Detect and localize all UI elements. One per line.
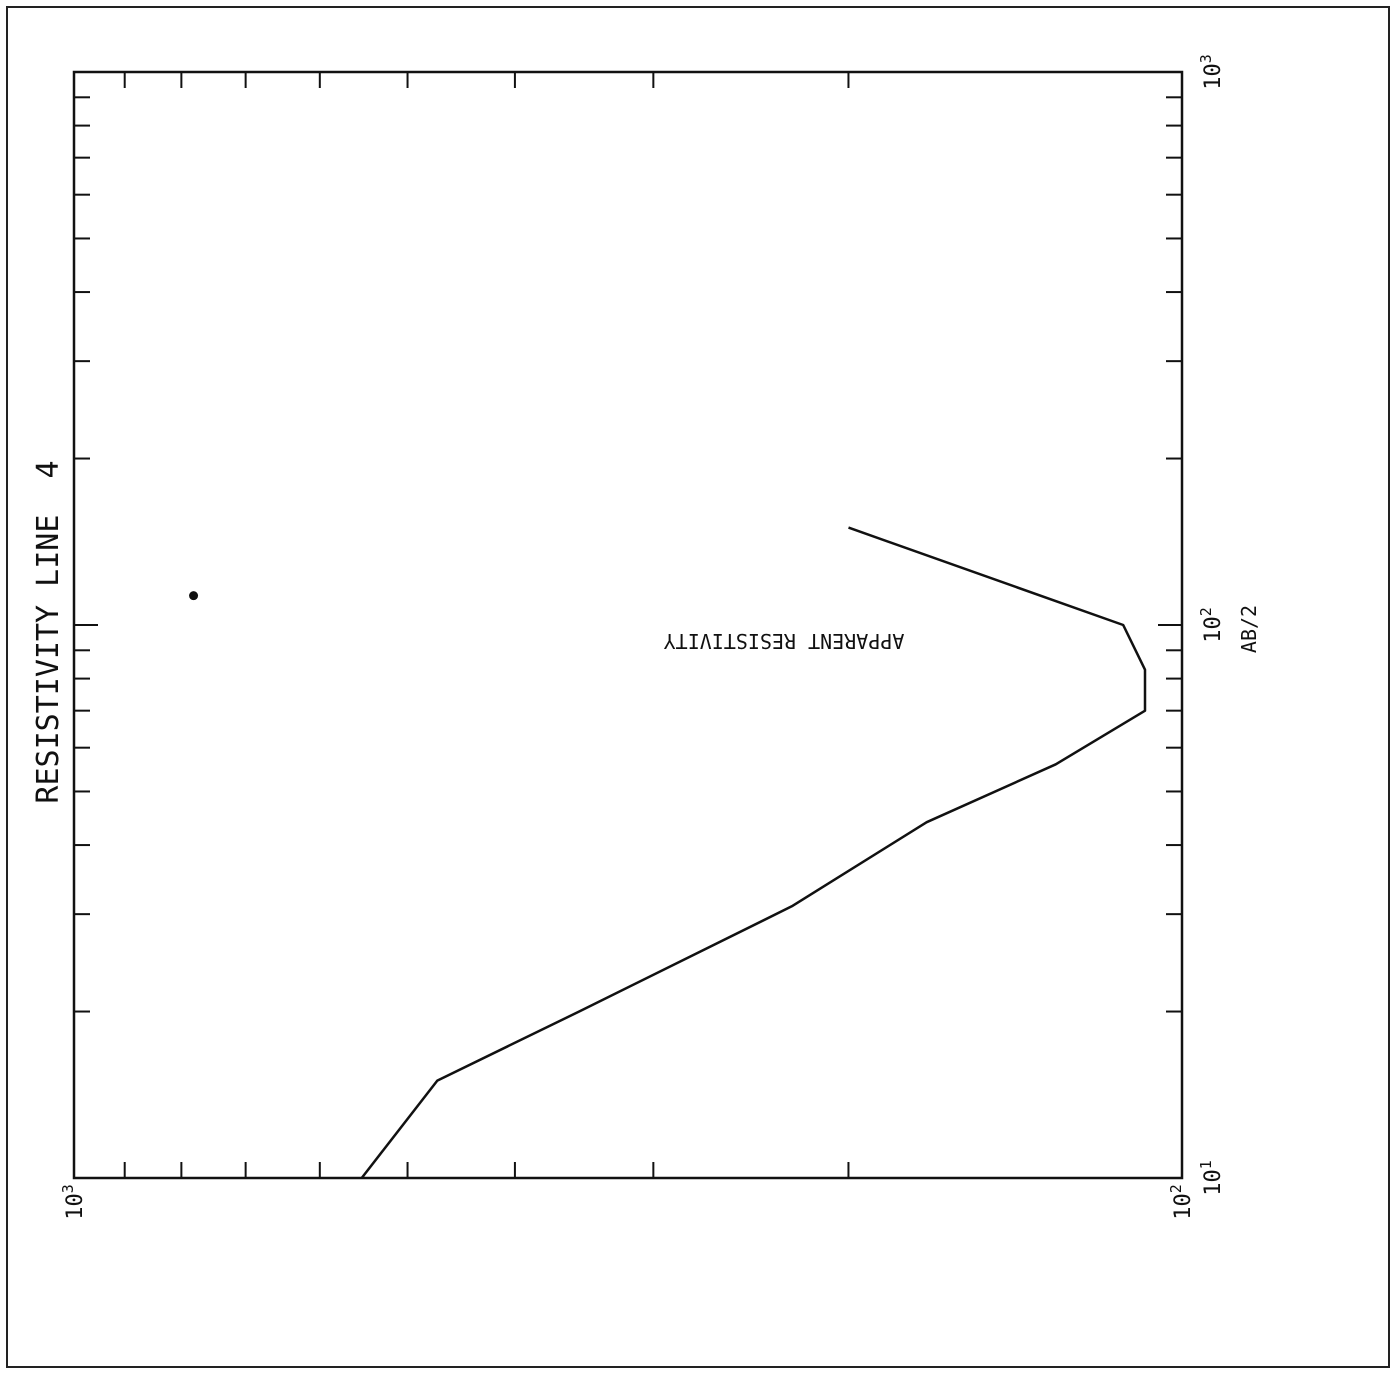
x-tick-label: 101 <box>1197 1160 1226 1196</box>
y-tick-label: 103 <box>59 1184 88 1220</box>
data-marker-dot <box>189 591 199 601</box>
y-tick-label: 102 <box>1167 1184 1196 1220</box>
x-axis-label: AB/2 <box>1237 605 1261 653</box>
resistivity-chart: RESISTIVITY LINE 4 AB/2 APPARENT RESISTI… <box>31 54 1261 1220</box>
x-tick-label: 102 <box>1197 607 1226 643</box>
series-line <box>360 526 1147 1179</box>
annotation-markers <box>189 591 199 601</box>
chart-title: RESISTIVITY LINE 4 <box>31 460 66 803</box>
y-axis-label: APPARENT RESISTIVITY <box>664 629 905 653</box>
plot-frame: RESISTIVITY LINE 4 AB/2 APPARENT RESISTI… <box>6 6 1390 1368</box>
axis-ticks <box>74 72 1182 1178</box>
plot-area-border <box>72 70 1184 1180</box>
x-tick-label: 103 <box>1197 54 1226 90</box>
